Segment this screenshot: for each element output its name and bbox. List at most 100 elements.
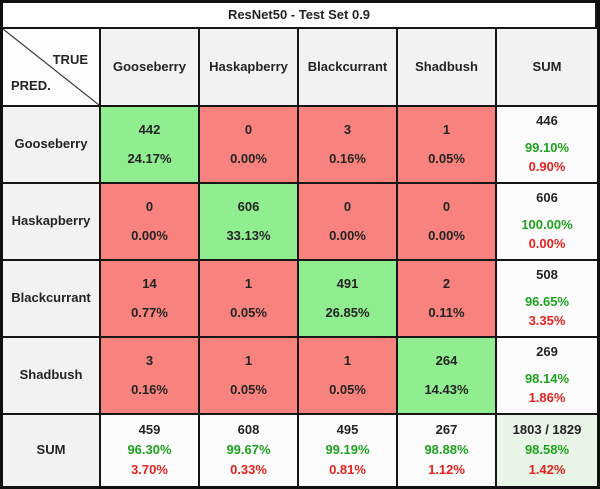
cell-count: 0 xyxy=(442,198,451,214)
cell-r0-c1: 0 0.00% xyxy=(200,107,299,184)
cell-percent: 24.17% xyxy=(127,150,172,166)
sum-good-percent: 98.88% xyxy=(424,442,469,458)
cell-r2-c2: 491 26.85% xyxy=(299,261,398,338)
cell-count: 491 xyxy=(336,275,359,291)
cell-r2-c0: 14 0.77% xyxy=(101,261,200,338)
cell-percent: 0.00% xyxy=(230,150,267,166)
cell-count: 1 xyxy=(442,121,451,137)
axis-label-pred: PRED. xyxy=(11,78,51,94)
cell-percent: 0.05% xyxy=(329,381,366,397)
row-sum-shadbush: 269 98.14% 1.86% xyxy=(497,338,597,415)
cell-count: 1 xyxy=(343,352,352,368)
chart-title: ResNet50 - Test Set 0.9 xyxy=(3,3,597,29)
sum-bad-percent: 0.00% xyxy=(528,235,566,251)
col-header-haskapberry: Haskapberry xyxy=(200,29,299,107)
sum-count: 608 xyxy=(237,422,260,438)
row-sum-gooseberry: 446 99.10% 0.90% xyxy=(497,107,597,184)
col-header-blackcurrant: Blackcurrant xyxy=(299,29,398,107)
cell-count: 3 xyxy=(343,121,352,137)
cell-r0-c3: 1 0.05% xyxy=(398,107,497,184)
col-header-shadbush: Shadbush xyxy=(398,29,497,107)
sum-count: 459 xyxy=(138,422,161,438)
sum-bad-percent: 1.86% xyxy=(528,389,566,405)
cell-percent: 0.05% xyxy=(230,304,267,320)
sum-good-percent: 98.14% xyxy=(524,371,570,387)
total-bad-percent: 1.42% xyxy=(528,461,566,477)
row-sum-blackcurrant: 508 96.65% 3.35% xyxy=(497,261,597,338)
cell-percent: 33.13% xyxy=(226,227,271,243)
sum-bad-percent: 0.33% xyxy=(230,461,267,477)
sum-count: 446 xyxy=(536,113,558,129)
col-header-gooseberry: Gooseberry xyxy=(101,29,200,107)
sum-good-percent: 99.19% xyxy=(325,442,370,458)
total-count: 1803 / 1829 xyxy=(512,422,582,438)
sum-good-percent: 99.10% xyxy=(524,140,570,156)
cell-r0-c2: 3 0.16% xyxy=(299,107,398,184)
row-label-sum: SUM xyxy=(3,415,101,486)
sum-bad-percent: 0.90% xyxy=(528,158,566,174)
cell-count: 606 xyxy=(237,198,260,214)
sum-good-percent: 96.30% xyxy=(127,442,172,458)
sum-good-percent: 96.65% xyxy=(524,294,570,310)
row-label-haskapberry: Haskapberry xyxy=(3,184,101,261)
cell-percent: 0.00% xyxy=(131,227,168,243)
sum-count: 267 xyxy=(435,422,458,438)
cell-percent: 14.43% xyxy=(424,381,469,397)
col-sum-haskapberry: 608 99.67% 0.33% xyxy=(200,415,299,486)
cell-count: 0 xyxy=(343,198,352,214)
cell-r3-c3: 264 14.43% xyxy=(398,338,497,415)
cell-percent: 0.05% xyxy=(428,150,465,166)
col-sum-gooseberry: 459 96.30% 3.70% xyxy=(101,415,200,486)
cell-count: 0 xyxy=(145,198,154,214)
cell-r1-c3: 0 0.00% xyxy=(398,184,497,261)
cell-r2-c3: 2 0.11% xyxy=(398,261,497,338)
row-label-blackcurrant: Blackcurrant xyxy=(3,261,101,338)
cell-count: 2 xyxy=(442,275,451,291)
grand-total-cell: 1803 / 1829 98.58% 1.42% xyxy=(497,415,597,486)
cell-r3-c2: 1 0.05% xyxy=(299,338,398,415)
cell-count: 264 xyxy=(435,352,458,368)
row-sum-haskapberry: 606 100.00% 0.00% xyxy=(497,184,597,261)
corner-cell: TRUE PRED. xyxy=(3,29,101,107)
cell-r1-c1: 606 33.13% xyxy=(200,184,299,261)
cell-percent: 0.77% xyxy=(131,304,168,320)
diagonal-divider xyxy=(3,29,99,105)
cell-percent: 0.11% xyxy=(428,304,465,320)
cell-r3-c0: 3 0.16% xyxy=(101,338,200,415)
total-good-percent: 98.58% xyxy=(524,442,570,458)
cell-count: 0 xyxy=(244,121,253,137)
sum-bad-percent: 1.12% xyxy=(428,461,465,477)
sum-count: 606 xyxy=(536,190,558,206)
cell-percent: 0.00% xyxy=(329,227,366,243)
axis-label-true: TRUE xyxy=(52,52,88,67)
cell-r1-c0: 0 0.00% xyxy=(101,184,200,261)
cell-count: 442 xyxy=(138,121,161,137)
cell-count: 1 xyxy=(244,352,253,368)
sum-count: 495 xyxy=(336,422,359,438)
cell-percent: 0.16% xyxy=(329,150,366,166)
sum-bad-percent: 0.81% xyxy=(329,461,366,477)
cell-percent: 0.05% xyxy=(230,381,267,397)
sum-bad-percent: 3.35% xyxy=(528,312,566,328)
sum-count: 508 xyxy=(536,267,558,283)
cell-count: 1 xyxy=(244,275,253,291)
cell-percent: 0.00% xyxy=(428,227,465,243)
cell-percent: 26.85% xyxy=(325,304,370,320)
sum-good-percent: 100.00% xyxy=(521,217,573,233)
sum-good-percent: 99.67% xyxy=(226,442,271,458)
sum-count: 269 xyxy=(536,344,558,360)
cell-percent: 0.16% xyxy=(131,381,168,397)
col-sum-blackcurrant: 495 99.19% 0.81% xyxy=(299,415,398,486)
cell-count: 3 xyxy=(145,352,154,368)
cell-r1-c2: 0 0.00% xyxy=(299,184,398,261)
cell-r3-c1: 1 0.05% xyxy=(200,338,299,415)
col-sum-shadbush: 267 98.88% 1.12% xyxy=(398,415,497,486)
row-label-gooseberry: Gooseberry xyxy=(3,107,101,184)
sum-bad-percent: 3.70% xyxy=(131,461,168,477)
cell-count: 14 xyxy=(142,275,157,291)
cell-r0-c0: 442 24.17% xyxy=(101,107,200,184)
col-header-sum: SUM xyxy=(497,29,597,107)
row-label-shadbush: Shadbush xyxy=(3,338,101,415)
cell-r2-c1: 1 0.05% xyxy=(200,261,299,338)
